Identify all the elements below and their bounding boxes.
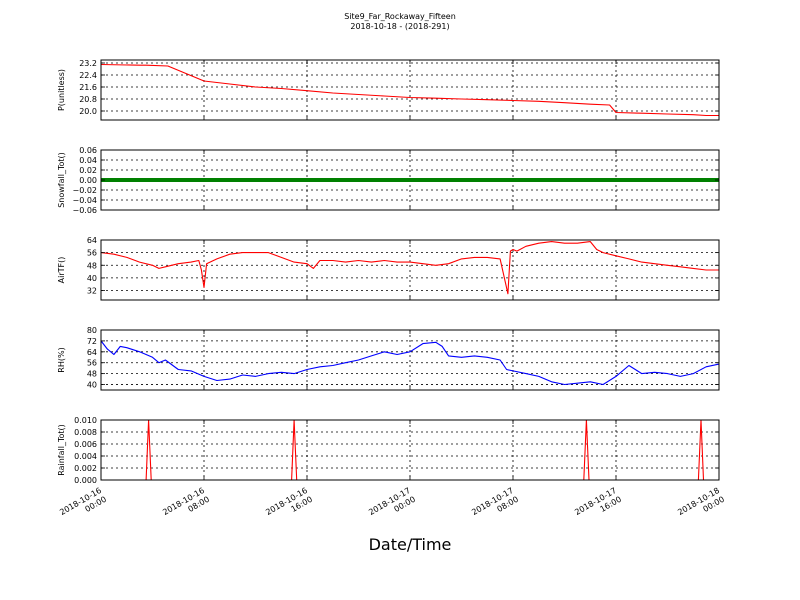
y-axis-label: RH(%) (57, 347, 66, 372)
panel-3: 40 48 56 64 72 80 RH(%) (57, 326, 720, 391)
y-tick-label: 48 (87, 370, 97, 379)
chart-title: Site9_Far_Rockaway_Fifteen (344, 12, 456, 21)
y-tick-label: 56 (87, 249, 97, 258)
y-tick-label: 22.4 (79, 71, 97, 80)
chart-subtitle: 2018-10-18 - (2018-291) (350, 22, 449, 31)
y-tick-label: 0.004 (74, 452, 97, 461)
y-tick-label: 72 (87, 337, 97, 346)
y-axis-label: P(unitless) (57, 69, 66, 111)
y-tick-label: 40 (87, 381, 97, 390)
y-tick-label: 64 (87, 348, 97, 357)
y-tick-label: 56 (87, 359, 97, 368)
series-line (100, 63, 719, 117)
y-tick-label: 0.010 (74, 416, 97, 425)
panel-2: 32 40 48 56 64 AirTF() (57, 236, 720, 301)
y-tick-label: 32 (87, 287, 97, 296)
y-axis-label: Rainfall_Tot() (57, 424, 66, 476)
series-line (100, 241, 719, 295)
panel-0: 20.0 20.8 21.6 22.4 23.2 P(unitless) (57, 59, 720, 121)
y-tick-label: 64 (87, 236, 97, 245)
y-tick-label: 0.00 (79, 176, 97, 185)
y-tick-label: 20.8 (79, 95, 97, 104)
y-tick-label: 23.2 (79, 59, 97, 68)
y-axis-label: Snowfall_Tot() (57, 152, 66, 208)
y-tick-label: −0.02 (72, 186, 97, 195)
y-tick-label: 20.0 (79, 107, 97, 116)
y-tick-label: 0.04 (79, 156, 97, 165)
y-tick-label: 21.6 (79, 83, 97, 92)
panel-4: 0.000 0.002 0.004 0.006 0.008 0.010 Rainfall_T… (57, 416, 720, 485)
panels: 20.020.821.622.423.2P(unitless)−0.06−0.0… (57, 59, 720, 485)
y-tick-label: 0.000 (74, 476, 97, 485)
y-tick-label: 80 (87, 326, 97, 335)
y-tick-label: 0.06 (79, 146, 97, 155)
x-axis-label: Date/Time (369, 535, 452, 554)
y-tick-label: 0.02 (79, 166, 97, 175)
panel-1: −0.06−0.04−0.020.000.020.040.06 Snowfall_… (57, 146, 720, 215)
y-tick-label: −0.04 (72, 196, 97, 205)
y-tick-label: 0.008 (74, 428, 97, 437)
y-tick-label: 40 (87, 274, 97, 283)
y-axis-label: AirTF() (57, 257, 66, 284)
series-line (100, 340, 720, 386)
y-tick-label: 0.006 (74, 440, 97, 449)
y-tick-label: −0.06 (72, 206, 97, 215)
y-tick-label: 0.002 (74, 464, 97, 473)
y-tick-label: 48 (87, 261, 97, 270)
